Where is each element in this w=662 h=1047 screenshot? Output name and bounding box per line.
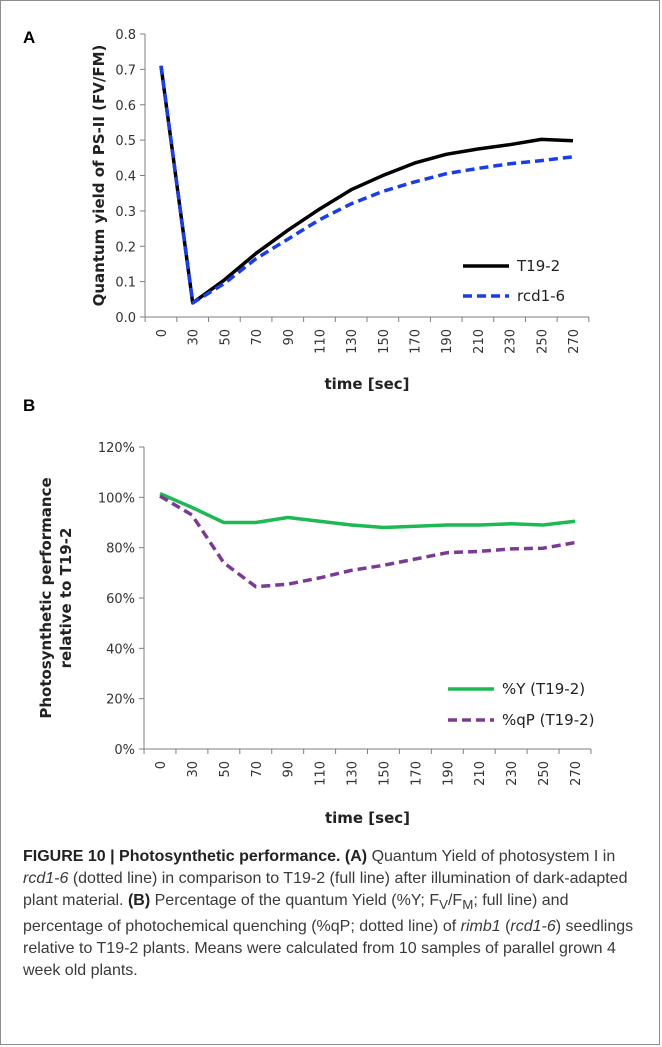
x-tick-label: 30 xyxy=(186,761,201,778)
y-tick-label: 0.5 xyxy=(115,134,136,149)
y-tick-label: 0.2 xyxy=(115,240,136,255)
x-tick-label: 270 xyxy=(567,329,582,354)
panel-label-b: B xyxy=(23,396,35,415)
x-tick-label: 50 xyxy=(218,761,233,778)
chart-b: B 0% 20% 40% 60% 80% 100% 120% 0 30 50 70 90 110 130 1… xyxy=(23,396,595,827)
legend-label-0: %Y (T19-2) xyxy=(502,680,585,698)
caption-b-sub-v: V xyxy=(439,897,448,913)
caption-ref-a: (A) xyxy=(344,848,368,865)
x-tick-label: 170 xyxy=(409,329,424,354)
caption-label: FIGURE 10 | Photosynthetic performance. xyxy=(23,848,341,865)
x-tick-label: 230 xyxy=(504,329,519,354)
x-tick-label: 70 xyxy=(250,761,265,778)
x-tick-label: 190 xyxy=(440,329,455,354)
x-tick-label: 250 xyxy=(535,329,550,354)
y-tick-label: 60% xyxy=(106,592,135,607)
y-tick-label: 0.1 xyxy=(115,276,136,291)
y-tick-label: 20% xyxy=(106,693,135,708)
x-tick-label: 150 xyxy=(377,761,392,786)
y-tick-label: 120% xyxy=(98,441,135,456)
series-line-0 xyxy=(159,65,574,305)
y-tick-label: 0.8 xyxy=(115,28,136,43)
y-tick-label: 0.7 xyxy=(115,63,136,78)
series-line-1 xyxy=(159,65,574,305)
x-tick-label: 30 xyxy=(187,329,202,346)
legend-label-1: rcd1-6 xyxy=(517,287,565,305)
x-tick-label: 210 xyxy=(472,329,487,354)
y-tick-label: 0.4 xyxy=(115,170,136,185)
y-axis-title: Photosynthetic performance xyxy=(37,477,55,718)
legend-label-1: %qP (T19-2) xyxy=(502,711,595,729)
x-tick-label: 150 xyxy=(377,329,392,354)
x-axis-title: time [sec] xyxy=(324,375,409,393)
y-tick-label: 0.3 xyxy=(115,205,136,220)
y-axis-title: Quantum yield of PS-II (FV/FM) xyxy=(90,45,108,307)
chart-a: A 0.0 0.1 0.2 0.3 0.4 0.5 0.6 0.7 0.8 0 30 50 70 90 11… xyxy=(23,28,590,393)
y-tick-label: 0% xyxy=(114,743,135,758)
caption-a-text-2: (dotted line) in comparison to T19-2 (fu… xyxy=(23,870,628,909)
caption-b-text-3: ) seedlings relative to T19-2 plants. Me… xyxy=(23,918,634,980)
x-tick-label: 210 xyxy=(473,761,488,786)
figure-caption: FIGURE 10 | Photosynthetic performance. … xyxy=(23,846,643,982)
x-tick-label: 250 xyxy=(537,761,552,786)
x-axis-title: time [sec] xyxy=(325,809,410,827)
x-tick-label: 110 xyxy=(314,761,329,786)
legend-label-0: T19-2 xyxy=(516,257,560,275)
caption-b-ital-2: rcd1-6 xyxy=(510,918,556,936)
series-line-0 xyxy=(159,491,576,530)
x-tick-label: 0 xyxy=(155,329,170,337)
x-tick-label: 230 xyxy=(505,761,520,786)
caption-b-paren-open: ( xyxy=(505,918,511,936)
x-tick-label: 90 xyxy=(282,761,297,778)
y-axis-title: relative to T19-2 xyxy=(57,528,75,669)
x-tick-label: 90 xyxy=(282,329,297,346)
caption-b-sub-m: M xyxy=(462,897,474,913)
panel-label-a: A xyxy=(23,28,35,47)
y-tick-label: 0.0 xyxy=(115,311,136,326)
x-tick-label: 270 xyxy=(569,761,584,786)
x-tick-label: 70 xyxy=(250,329,265,346)
caption-b-ital-1: rimb1 xyxy=(460,918,501,936)
caption-b-text-2: ; full line) and percentage of photochem… xyxy=(23,892,569,936)
x-tick-label: 110 xyxy=(313,329,328,354)
series-line-1 xyxy=(159,494,576,589)
x-tick-label: 50 xyxy=(218,329,233,346)
y-tick-label: 100% xyxy=(98,491,135,506)
caption-b-slash: /F xyxy=(447,892,463,909)
x-tick-label: 190 xyxy=(441,761,456,786)
x-tick-label: 130 xyxy=(345,329,360,354)
y-tick-label: 80% xyxy=(106,542,135,557)
y-tick-label: 40% xyxy=(106,642,135,657)
caption-a-text-1: Quantum Yield of photosystem I in xyxy=(371,848,616,865)
caption-ref-b: (B) xyxy=(127,892,151,909)
caption-a-ital-1: rcd1-6 xyxy=(23,870,69,887)
y-tick-label: 0.6 xyxy=(115,99,136,114)
x-tick-label: 130 xyxy=(346,761,361,786)
x-tick-label: 0 xyxy=(154,761,169,769)
caption-b-text-1: Percentage of the quantum Yield (%Y; F xyxy=(154,892,440,909)
x-tick-label: 170 xyxy=(409,761,424,786)
